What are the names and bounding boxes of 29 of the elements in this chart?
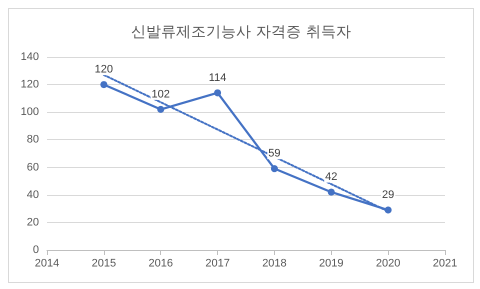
x-tick-label: 2016 bbox=[148, 258, 173, 270]
y-tick-label: 0 bbox=[32, 244, 39, 256]
point bbox=[328, 188, 335, 196]
y-tick-label: 40 bbox=[26, 188, 39, 201]
data-label: 114 bbox=[208, 72, 226, 84]
point bbox=[157, 106, 164, 113]
y-tick-label: 100 bbox=[20, 106, 39, 118]
data-label: 120 bbox=[94, 64, 114, 76]
point bbox=[100, 81, 108, 88]
x-tick-label: 2018 bbox=[262, 258, 287, 270]
point bbox=[384, 206, 392, 214]
y-tick-label: 80 bbox=[26, 134, 39, 146]
y-tick-label: 20 bbox=[26, 216, 39, 228]
x-tick-label: 2020 bbox=[376, 258, 400, 270]
x-tick-label: 2019 bbox=[319, 258, 344, 270]
chart-title: 신발류제조기능사 자격증 취득자 bbox=[131, 22, 351, 40]
data-label: 42 bbox=[325, 171, 338, 184]
point bbox=[214, 89, 222, 96]
y-tick-label: 60 bbox=[26, 161, 39, 174]
point bbox=[270, 165, 278, 172]
x-tick-label: 2015 bbox=[92, 258, 116, 270]
x-tick-label: 2017 bbox=[205, 258, 230, 270]
data-label: 102 bbox=[152, 88, 170, 100]
data-label: 29 bbox=[382, 189, 394, 202]
y-tick-label: 120 bbox=[20, 78, 39, 91]
y-tick-label: 140 bbox=[20, 51, 39, 63]
x-tick-label: 2014 bbox=[34, 258, 60, 270]
x-tick-label: 2021 bbox=[432, 258, 458, 270]
data-label: 59 bbox=[268, 148, 281, 160]
